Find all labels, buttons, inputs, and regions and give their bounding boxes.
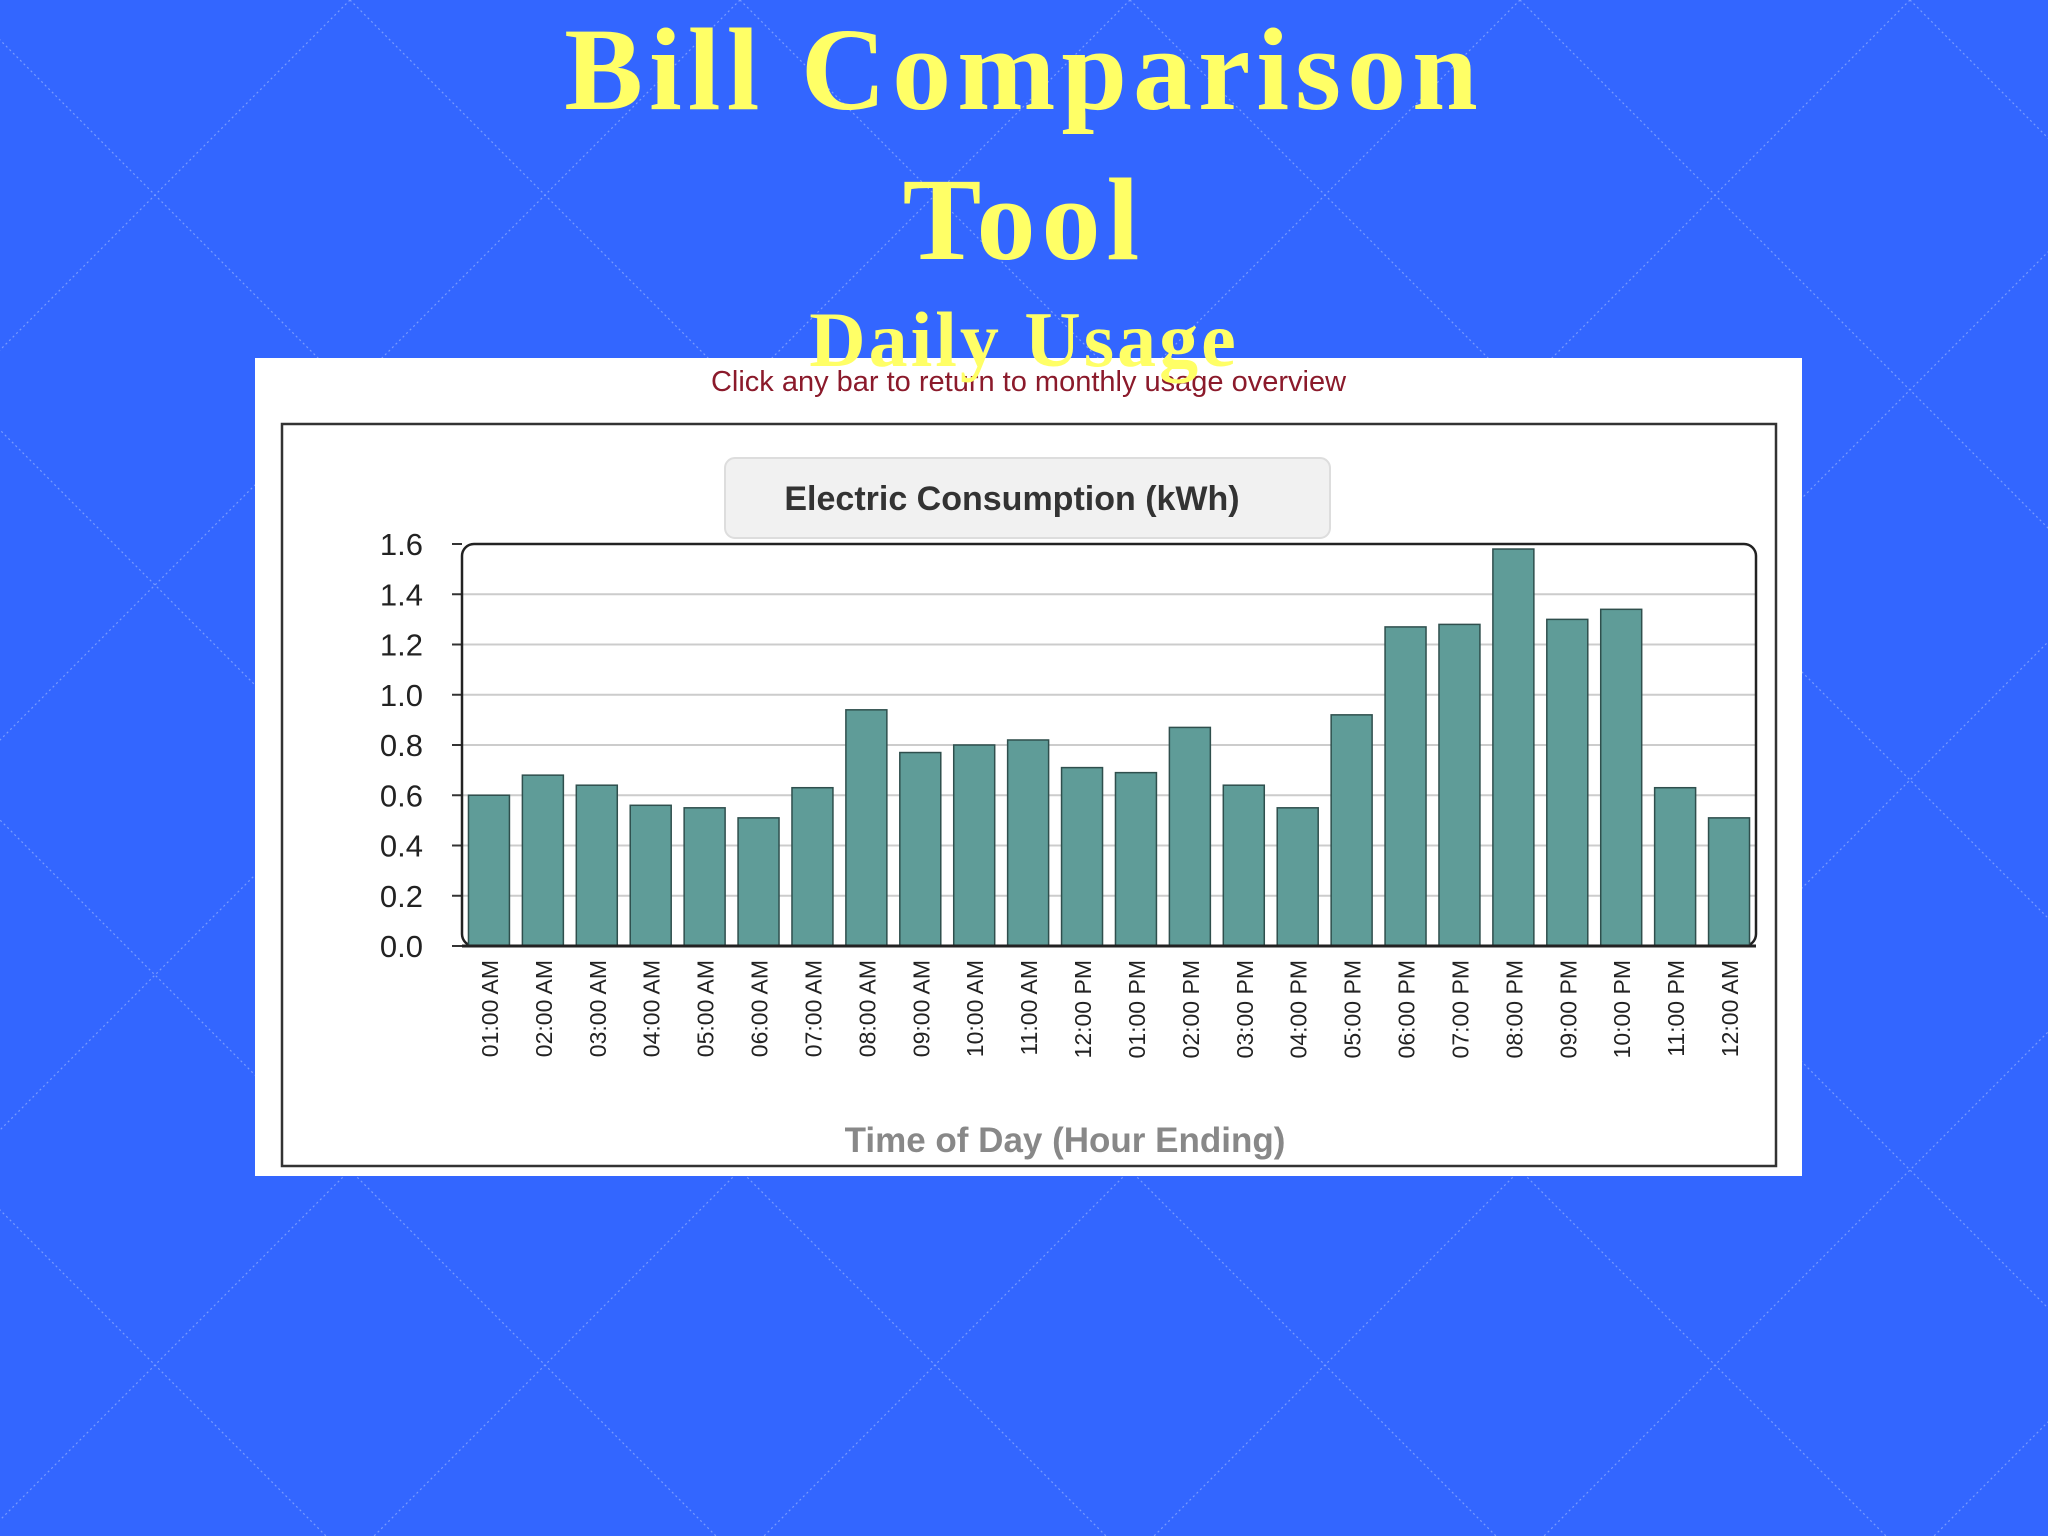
x-tick-label: 08:00 PM (1501, 960, 1527, 1058)
y-tick-label: 0.6 (380, 778, 423, 813)
y-tick-label: 1.2 (380, 628, 423, 663)
pattern-line (1153, 641, 2048, 1536)
bar-2[interactable] (521, 774, 565, 947)
bar-16[interactable] (1276, 807, 1319, 947)
x-tick-label: 06:00 PM (1394, 960, 1420, 1058)
bar-7[interactable] (791, 786, 834, 947)
pattern-line (1129, 0, 2048, 919)
y-tick-label: 1.0 (380, 678, 423, 713)
x-tick-label: 01:00 PM (1124, 960, 1150, 1058)
bar-20[interactable] (1492, 548, 1535, 947)
bar-1[interactable] (467, 794, 511, 947)
x-tick-label: 09:00 PM (1555, 960, 1581, 1058)
chart-title-box (724, 457, 1331, 539)
x-tick-label: 05:00 AM (693, 960, 719, 1057)
bar-17[interactable] (1330, 714, 1373, 947)
x-tick-label: 09:00 AM (908, 960, 934, 1057)
bar-15[interactable] (1222, 784, 1266, 947)
x-tick-label: 04:00 PM (1286, 960, 1312, 1058)
x-tick-label: 03:00 AM (585, 960, 611, 1057)
x-tick-label: 03:00 PM (1232, 960, 1258, 1058)
x-tick-label: 10:00 AM (962, 960, 988, 1057)
bar-13[interactable] (1114, 771, 1158, 947)
bar-5[interactable] (683, 807, 726, 947)
bar-22[interactable] (1599, 608, 1643, 947)
chart-instruction-text: Click any bar to return to monthly usage… (710, 366, 1347, 398)
slide-title-line-1: Bill Comparison (564, 4, 1484, 135)
chart-frame (280, 422, 1778, 1168)
x-axis-title: Time of Day (Hour Ending) (845, 1121, 1286, 1160)
x-tick-label: 04:00 AM (639, 960, 665, 1057)
bar-3[interactable] (575, 784, 619, 947)
pattern-line (0, 1209, 327, 1536)
x-tick-label: 10:00 PM (1609, 960, 1635, 1058)
chart-title: Electric Consumption (kWh) (784, 480, 1239, 518)
y-tick-label: 0.2 (380, 879, 423, 914)
x-tick-label: 02:00 AM (531, 960, 557, 1057)
bar-11[interactable] (1006, 739, 1050, 947)
bar-18[interactable] (1384, 626, 1427, 947)
bar-24[interactable] (1707, 817, 1751, 947)
chart-panel: Click any bar to return to monthly usage… (255, 358, 1802, 1176)
x-tick-label: 01:00 AM (477, 960, 503, 1057)
x-tick-label: 12:00 PM (1070, 960, 1096, 1058)
pattern-line (0, 819, 717, 1536)
bar-10[interactable] (952, 744, 996, 947)
x-tick-label: 08:00 AM (854, 960, 880, 1057)
consumption-bar-chart: Electric Consumption (kWh) 0.0 0.2 0.4 0.6 0.… (280, 422, 1778, 1168)
bar-19[interactable] (1438, 623, 1481, 947)
y-tick-label: 0.8 (380, 728, 423, 763)
x-tick-label: 11:00 AM (1016, 960, 1042, 1055)
x-tick-label: 12:00 AM (1717, 960, 1743, 1057)
y-tick-label: 1.6 (380, 527, 423, 562)
bar-8[interactable] (845, 709, 888, 947)
x-tick-label: 02:00 PM (1178, 960, 1204, 1058)
x-tick-label: 06:00 AM (747, 960, 773, 1057)
x-tick-label: 07:00 AM (800, 960, 826, 1057)
y-tick-label: 0.0 (380, 929, 423, 964)
bar-4[interactable] (629, 804, 672, 947)
bar-9[interactable] (899, 751, 942, 947)
slide-subtitle: Daily Usage (809, 296, 1239, 383)
y-tick-label: 0.4 (380, 829, 423, 864)
bar-23[interactable] (1653, 786, 1697, 947)
bar-12[interactable] (1060, 766, 1104, 947)
x-tick-label: 07:00 PM (1447, 960, 1473, 1058)
bar-14[interactable] (1168, 726, 1212, 947)
y-tick-label: 1.4 (380, 577, 423, 612)
pattern-line (1543, 1031, 2048, 1536)
bar-6[interactable] (737, 817, 780, 947)
x-tick-label: 11:00 PM (1663, 960, 1689, 1057)
x-tick-label: 05:00 PM (1340, 960, 1366, 1058)
slide-title-line-2: Tool (902, 154, 1146, 285)
bar-21[interactable] (1546, 618, 1589, 947)
